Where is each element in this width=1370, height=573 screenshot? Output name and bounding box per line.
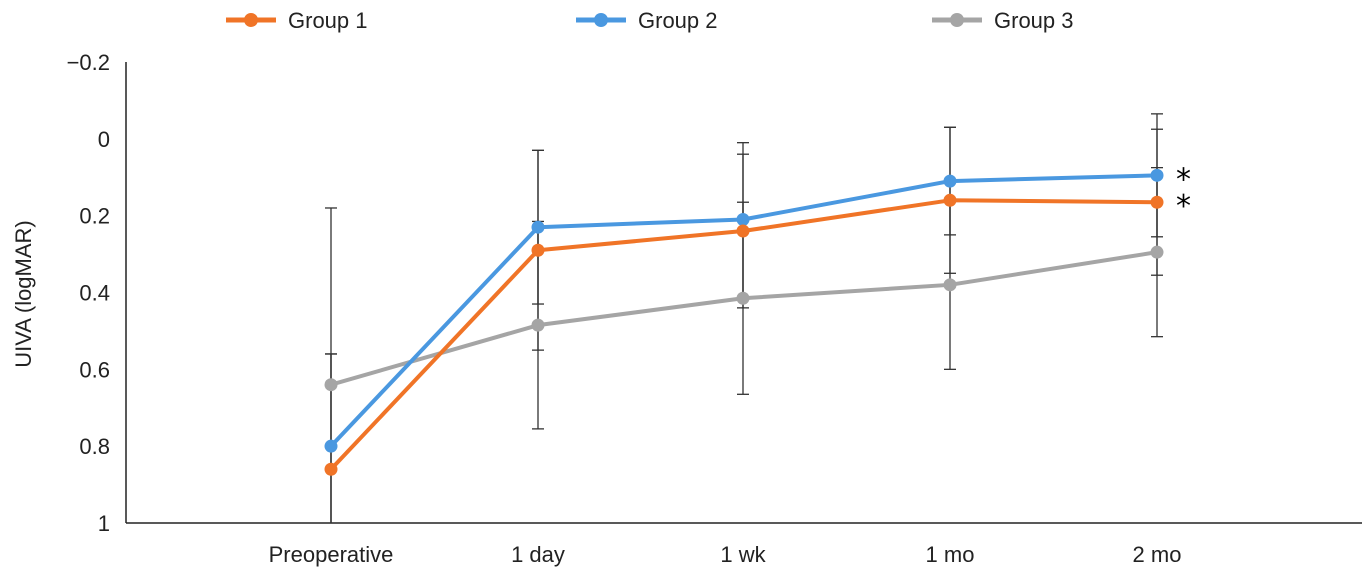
data-point-group-2 bbox=[943, 174, 957, 188]
annotations: ** bbox=[1176, 162, 1191, 224]
x-tick-label: 2 mo bbox=[1133, 542, 1182, 567]
y-tick-label: 0.2 bbox=[79, 204, 110, 229]
data-point-group-2 bbox=[324, 439, 338, 453]
legend: Group 1 Group 2 Group 3 bbox=[226, 8, 1074, 33]
significance-asterisk-group-2: * bbox=[1176, 162, 1191, 197]
y-tick-label: 0.4 bbox=[79, 281, 110, 306]
legend-label-group-3: Group 3 bbox=[994, 8, 1074, 33]
significance-asterisk-group-1: * bbox=[1176, 189, 1191, 224]
data-points bbox=[324, 168, 1164, 476]
series-line-group-1 bbox=[329, 198, 1158, 471]
data-point-group-3 bbox=[1150, 245, 1164, 259]
data-point-group-2 bbox=[1150, 168, 1164, 182]
legend-label-group-1: Group 1 bbox=[288, 8, 368, 33]
data-point-group-3 bbox=[324, 378, 338, 392]
x-tick-label: 1 mo bbox=[926, 542, 975, 567]
data-point-group-2 bbox=[736, 213, 750, 227]
series-line-group-3 bbox=[330, 250, 1158, 387]
data-point-group-3 bbox=[736, 291, 750, 305]
x-tick-label: 1 day bbox=[511, 542, 565, 567]
data-point-group-2 bbox=[531, 220, 545, 234]
data-point-group-1 bbox=[1150, 195, 1164, 209]
y-tick-label: 1 bbox=[98, 511, 110, 536]
data-point-group-1 bbox=[324, 462, 338, 476]
data-point-group-1 bbox=[943, 193, 957, 207]
data-point-group-3 bbox=[531, 318, 545, 332]
data-point-group-1 bbox=[531, 243, 545, 257]
y-axis-label: UIVA (logMAR) bbox=[11, 220, 36, 368]
y-tick-label: 0 bbox=[98, 127, 110, 152]
x-tick-label: 1 wk bbox=[720, 542, 766, 567]
y-axis: −0.2 0 0.2 0.4 0.6 0.8 1 bbox=[67, 50, 127, 536]
data-point-group-3 bbox=[943, 278, 957, 292]
y-tick-label: 0.8 bbox=[79, 434, 110, 459]
legend-marker-group-3 bbox=[950, 13, 964, 27]
legend-marker-group-2 bbox=[594, 13, 608, 27]
y-tick-label: 0.6 bbox=[79, 357, 110, 382]
y-tick-label: −0.2 bbox=[67, 50, 110, 75]
x-tick-label: Preoperative bbox=[269, 542, 394, 567]
x-axis: Preoperative 1 day 1 wk 1 mo 2 mo bbox=[126, 522, 1362, 567]
data-point-group-1 bbox=[736, 224, 750, 238]
legend-marker-group-1 bbox=[244, 13, 258, 27]
legend-label-group-2: Group 2 bbox=[638, 8, 718, 33]
